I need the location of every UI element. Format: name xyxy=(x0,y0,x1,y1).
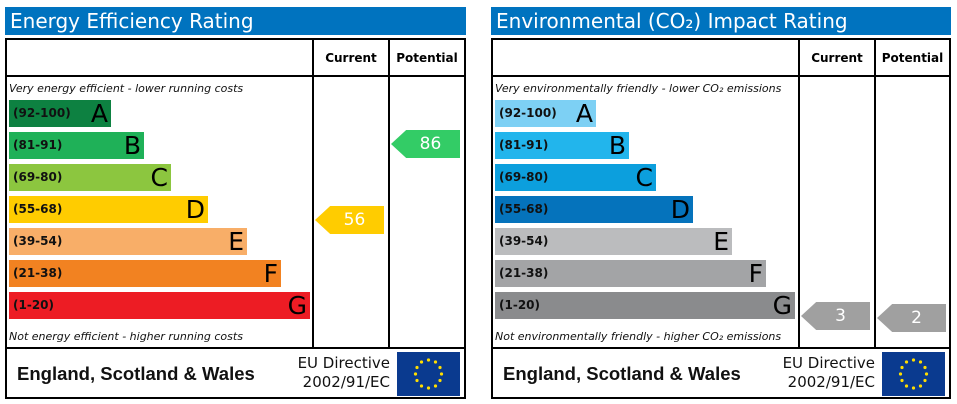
band-d: (55-68) D xyxy=(495,195,693,224)
current-rating-arrow: 3 xyxy=(801,302,870,330)
table-header xyxy=(493,40,949,77)
band-letter: C xyxy=(150,163,168,192)
band-letter: D xyxy=(670,195,690,224)
panel-title: Energy Efficiency Rating xyxy=(5,7,466,35)
band-e: (39-54) E xyxy=(495,227,732,256)
current-rating-arrow: 56 xyxy=(315,206,384,234)
band-range: (55-68) xyxy=(13,202,63,216)
band-range: (92-100) xyxy=(499,106,557,120)
column-potential-header: Potential xyxy=(881,51,944,65)
column-divider xyxy=(874,40,876,348)
footer-directive: EU Directive 2002/91/EC xyxy=(783,354,875,392)
directive-line1: EU Directive xyxy=(782,354,875,372)
band-d: (55-68) D xyxy=(9,195,208,224)
column-divider xyxy=(312,40,314,348)
band-letter: A xyxy=(575,99,593,128)
band-g: (1-20) G xyxy=(9,291,310,320)
column-divider xyxy=(388,40,390,348)
band-letter: B xyxy=(608,131,626,160)
caption-top: Very environmentally friendly - lower CO… xyxy=(495,82,782,95)
footer-region: England, Scotland & Wales xyxy=(503,363,741,384)
column-divider xyxy=(798,40,800,348)
band-range: (81-91) xyxy=(13,138,63,152)
band-b: (81-91) B xyxy=(9,131,144,160)
potential-rating-arrow: 86 xyxy=(391,130,460,158)
band-range: (92-100) xyxy=(13,106,71,120)
band-letter: G xyxy=(772,291,792,320)
band-f: (21-38) F xyxy=(495,259,766,288)
footer: England, Scotland & Wales EU Directive 2… xyxy=(493,347,949,397)
band-letter: A xyxy=(90,99,108,128)
caption-top: Very energy efficient - lower running co… xyxy=(9,82,244,95)
panel-title: Environmental (CO₂) Impact Rating xyxy=(491,7,951,35)
footer: England, Scotland & Wales EU Directive 2… xyxy=(7,347,464,397)
energy-efficiency-panel: Energy Efficiency Rating Current Potenti… xyxy=(5,0,467,404)
band-e: (39-54) E xyxy=(9,227,247,256)
band-letter: C xyxy=(635,163,653,192)
caption-bottom: Not energy efficient - higher running co… xyxy=(9,330,243,343)
footer-directive: EU Directive 2002/91/EC xyxy=(298,354,390,392)
band-range: (69-80) xyxy=(499,170,549,184)
band-range: (21-38) xyxy=(499,266,549,280)
column-current-header: Current xyxy=(325,51,377,65)
footer-region: England, Scotland & Wales xyxy=(17,363,255,384)
directive-line2: 2002/91/EC xyxy=(302,373,390,391)
band-letter: F xyxy=(263,259,278,288)
band-range: (55-68) xyxy=(499,202,549,216)
band-range: (21-38) xyxy=(13,266,63,280)
column-current-header: Current xyxy=(811,51,863,65)
band-b: (81-91) B xyxy=(495,131,629,160)
environmental-impact-panel: Environmental (CO₂) Impact Rating Curren… xyxy=(491,0,953,404)
band-letter: B xyxy=(123,131,141,160)
band-letter: D xyxy=(185,195,205,224)
directive-line1: EU Directive xyxy=(297,354,390,372)
band-range: (1-20) xyxy=(499,298,540,312)
band-range: (39-54) xyxy=(499,234,549,248)
band-range: (39-54) xyxy=(13,234,63,248)
band-letter: G xyxy=(287,291,307,320)
band-a: (92-100) A xyxy=(495,99,596,128)
eu-flag-icon xyxy=(397,352,460,396)
band-c: (69-80) C xyxy=(9,163,171,192)
band-range: (1-20) xyxy=(13,298,54,312)
column-potential-header: Potential xyxy=(396,51,458,65)
eu-flag-icon xyxy=(882,352,945,396)
band-range: (81-91) xyxy=(499,138,549,152)
band-letter: F xyxy=(748,259,763,288)
table-header xyxy=(7,40,464,77)
rating-table: Current Potential Very energy efficient … xyxy=(5,38,466,399)
caption-bottom: Not environmentally friendly - higher CO… xyxy=(495,330,782,343)
band-letter: E xyxy=(228,227,244,256)
band-a: (92-100) A xyxy=(9,99,111,128)
band-g: (1-20) G xyxy=(495,291,795,320)
rating-table: Current Potential Very environmentally f… xyxy=(491,38,951,399)
band-c: (69-80) C xyxy=(495,163,656,192)
potential-rating-arrow: 2 xyxy=(877,304,946,332)
band-range: (69-80) xyxy=(13,170,63,184)
band-f: (21-38) F xyxy=(9,259,281,288)
directive-line2: 2002/91/EC xyxy=(787,373,875,391)
band-letter: E xyxy=(713,227,729,256)
